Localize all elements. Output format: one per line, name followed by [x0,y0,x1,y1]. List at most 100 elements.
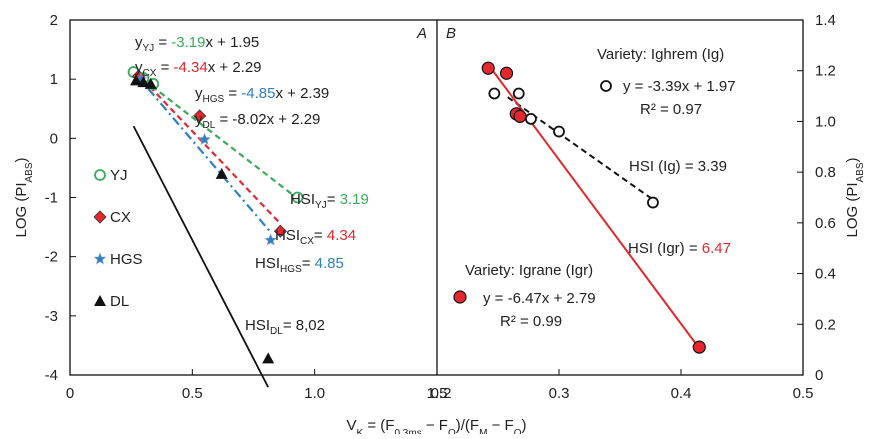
hsi-value: 6.47 [702,240,731,257]
hsi-label-yj: HSIYJ= 3.19 [290,191,369,211]
hsi-label-ighrem: HSI (Ig) = 3.39 [629,158,727,175]
hsi-label-dl: HSIDL= 8,02 [245,317,325,337]
equation-post: x + 2.39 [275,85,329,102]
b-ytick-label: 0.6 [815,215,836,232]
x-axis-label-part: K [357,428,364,435]
point-cx [273,224,287,238]
equation-igrane: y = -6.47x + 2.79 [483,290,596,307]
equation-mid: = [215,111,232,128]
y-axis-label-left-part: ABS [24,162,35,182]
x-axis-label-part: O [514,428,522,435]
a-xtick-label: 1.0 [304,385,325,402]
equation-sub: HGS [203,94,225,105]
hsi-pre: HSI [255,255,280,272]
point-igrane [692,340,706,354]
equation-pre: y [195,85,203,102]
equation-cx: yCX = -4.34x + 2.29 [135,59,262,79]
x-axis-label-part: − F [422,417,448,434]
b-ytick-label: 0.8 [815,164,836,181]
point-ighrem [647,196,659,209]
equation-hgs: yHGS = -4.85x + 2.39 [195,85,329,105]
b-xtick-label: 0.2 [431,385,452,402]
point-ighrem [525,112,537,125]
a-xtick-label: 0 [66,385,74,402]
point-ighrem [512,87,525,100]
equation-sub: CX [143,68,157,79]
equation-pre: y [135,34,143,51]
point-igrane [481,61,495,75]
hsi-mid: = [314,227,327,244]
equation-pre: y [135,59,143,76]
x-axis-label-part: O [448,428,456,435]
equation-post: x + 1.95 [205,34,259,51]
hsi-mid: = [283,317,296,334]
point-igrane [499,66,514,80]
b-ytick-label: 1.2 [815,63,836,80]
equation-sub: YJ [143,43,155,54]
legend-label-ighrem: Variety: Ighrem (Ig) [597,46,724,63]
legend-marker-hgs [93,252,107,265]
a-ytick-label: -3 [45,308,58,325]
a-ytick-label: 1 [50,71,58,88]
equation-mid: = [156,59,173,76]
point-dl [144,77,157,89]
hsi-sub: CX [300,236,314,247]
y-axis-label-left: LOG (PIABS) [13,157,35,237]
equation-pre: y [195,111,203,128]
x-axis-label-part: )/(F [456,417,479,434]
x-axis-label-part: = (F [363,417,394,434]
b-ytick-label: 0.4 [815,266,836,283]
hsi-pre: HSI [275,227,300,244]
equation-slope: -4.85 [241,85,275,102]
panel-b-letter: B [446,25,456,42]
y-axis-label-left-part: LOG (PI [13,183,30,238]
equation-slope: -3.19 [171,34,205,51]
hsi-value: 4.85 [315,255,344,272]
x-axis-label-part: M [479,428,487,435]
x-axis-label-part: − F [487,417,513,434]
x-axis-label-part: V [347,417,357,434]
point-dl [215,167,228,179]
point-dl [137,76,150,88]
legend-label-yj: YJ [110,167,128,184]
equation-dl: yDL = -8.02x + 2.29 [195,111,320,131]
b-xtick-label: 0.5 [793,385,814,402]
point-dl [262,352,275,364]
hsi-mid: = [302,255,315,272]
hsi-value: 3.19 [340,191,369,208]
x-axis-label-part: ) [521,417,526,434]
b-ytick-label: 1.0 [815,113,836,130]
point-cx [193,109,207,123]
y-axis-label-left-part: ) [13,157,30,162]
legend-marker-igrane [453,290,467,304]
y-axis-label-right: LOG (PIABS) [844,157,866,237]
equation-yj: yYJ = -3.19x + 1.95 [135,34,259,54]
y-axis-label-right-part: ABS [855,162,866,182]
equation-sub: DL [203,120,216,131]
legend-label-igrane: Variety: Igrane (Igr) [465,262,593,279]
equation-ighrem: y = -3.39x + 1.97 [623,78,736,95]
point-dl [130,74,143,86]
y-axis-label-right-part: LOG (PI [844,183,861,238]
legend-marker-yj [94,169,106,181]
legend-label-dl: DL [110,293,129,310]
b-ytick-label: 1.4 [815,12,836,29]
equation-post: -8.02x + 2.29 [232,111,320,128]
hsi-sub: DL [270,326,283,337]
b-xtick-label: 0.3 [549,385,570,402]
a-xtick-label: 1.5 [427,385,448,402]
hsi-text: HSI (Igr) = [628,240,702,257]
b-ytick-label: 0.2 [815,316,836,333]
hsi-label-cx: HSICX= 4.34 [275,227,356,247]
panel-a-letter: A [416,25,427,42]
y-axis-label-right-part: ) [844,157,861,162]
fit-line-cx [135,71,282,225]
point-hgs [264,233,278,246]
hsi-pre: HSI [245,317,270,334]
b-xtick-label: 0.4 [671,385,692,402]
hsi-value: 8,02 [296,317,325,334]
legend-label-hgs: HGS [110,251,143,268]
r2-ighrem: R² = 0.97 [640,101,702,118]
